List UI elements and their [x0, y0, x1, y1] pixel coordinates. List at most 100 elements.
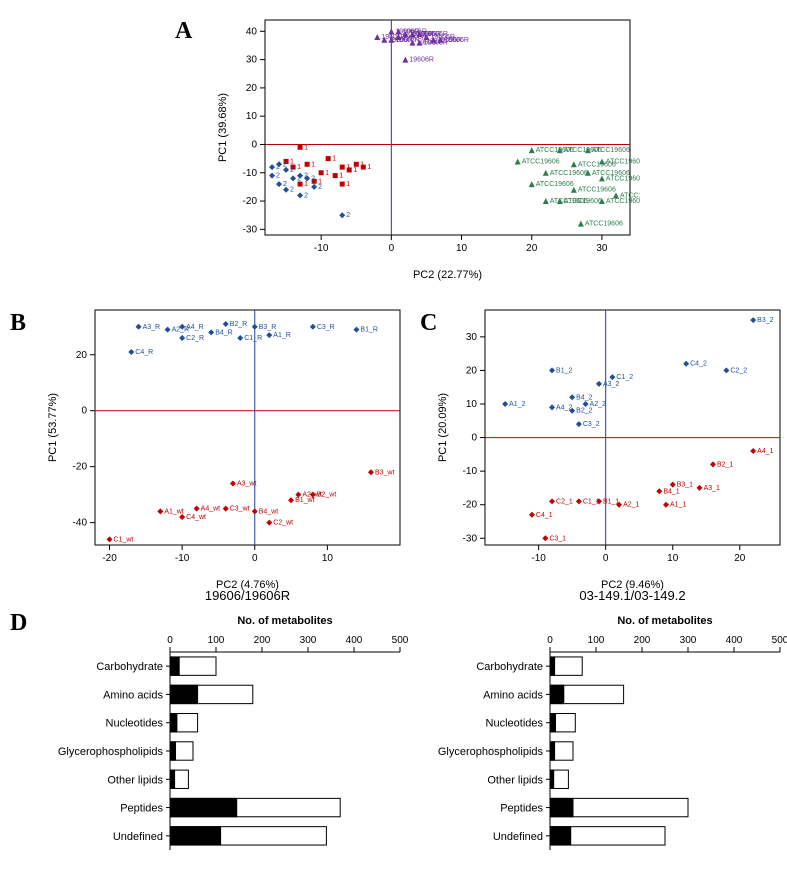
- svg-text:0: 0: [603, 553, 609, 564]
- svg-text:A3_1: A3_1: [704, 485, 720, 492]
- svg-text:10: 10: [246, 111, 258, 122]
- svg-text:A4_wt: A4_wt: [201, 506, 221, 513]
- svg-text:Nucleotides: Nucleotides: [106, 718, 164, 730]
- svg-text:PC1 (53.77%): PC1 (53.77%): [47, 393, 59, 462]
- svg-text:C2_R: C2_R: [186, 335, 204, 342]
- svg-text:-10: -10: [531, 553, 546, 564]
- svg-text:19606R: 19606R: [409, 57, 434, 64]
- svg-text:B1_1: B1_1: [603, 498, 619, 505]
- svg-text:500: 500: [772, 635, 787, 646]
- panel-c-label: C: [420, 310, 437, 337]
- svg-text:-20: -20: [102, 553, 117, 564]
- svg-text:Amino acids: Amino acids: [103, 689, 163, 701]
- svg-text:C2_1: C2_1: [556, 498, 573, 505]
- svg-text:0: 0: [389, 243, 395, 254]
- svg-text:B3_R: B3_R: [259, 324, 277, 331]
- svg-text:1: 1: [304, 181, 308, 188]
- svg-text:B1_2: B1_2: [556, 367, 572, 374]
- svg-text:30: 30: [596, 243, 608, 254]
- svg-text:B4_1: B4_1: [663, 488, 679, 495]
- svg-text:A4_1: A4_1: [757, 448, 773, 455]
- svg-text:ATCC19606: ATCC19606: [585, 221, 623, 228]
- svg-text:C2_wt: C2_wt: [273, 520, 293, 527]
- svg-text:B4_R: B4_R: [215, 329, 233, 336]
- svg-text:1: 1: [332, 156, 336, 163]
- svg-text:C1_R: C1_R: [244, 335, 262, 342]
- svg-text:C4_1: C4_1: [536, 512, 553, 519]
- svg-text:30: 30: [246, 55, 258, 66]
- svg-text:19606R: 19606R: [416, 40, 441, 47]
- panel-d-left-chart: 0100200300400500No. of metabolitesCarboh…: [30, 610, 410, 860]
- svg-text:-10: -10: [243, 168, 258, 179]
- svg-text:20: 20: [466, 365, 478, 376]
- svg-text:Other lipids: Other lipids: [107, 774, 163, 786]
- panel-d-right-chart: 0100200300400500No. of metabolitesCarboh…: [410, 610, 787, 860]
- svg-text:0: 0: [471, 433, 477, 444]
- svg-text:B2_2: B2_2: [576, 408, 592, 415]
- svg-text:ATCC19606: ATCC19606: [550, 170, 588, 177]
- svg-text:B2_1: B2_1: [717, 461, 733, 468]
- svg-text:A3_R: A3_R: [143, 324, 161, 331]
- svg-text:2: 2: [290, 187, 294, 194]
- svg-text:A1_2: A1_2: [509, 401, 525, 408]
- panel-b-label: B: [10, 310, 26, 337]
- svg-text:2: 2: [346, 212, 350, 219]
- svg-text:300: 300: [680, 635, 697, 646]
- svg-text:A4_R: A4_R: [186, 324, 204, 331]
- svg-text:Carbohydrate: Carbohydrate: [476, 661, 543, 673]
- svg-text:1: 1: [297, 164, 301, 171]
- svg-text:-30: -30: [463, 533, 478, 544]
- svg-text:400: 400: [346, 635, 363, 646]
- svg-text:C3_wt: C3_wt: [230, 506, 250, 513]
- svg-text:100: 100: [588, 635, 605, 646]
- svg-text:ATCC19606: ATCC19606: [536, 181, 574, 188]
- svg-text:PC1 (39.68%): PC1 (39.68%): [217, 93, 229, 162]
- svg-text:10: 10: [322, 553, 334, 564]
- svg-text:Carbohydrate: Carbohydrate: [96, 661, 163, 673]
- svg-text:500: 500: [392, 635, 409, 646]
- svg-text:ATCC19606: ATCC19606: [592, 147, 630, 154]
- svg-text:C4_wt: C4_wt: [186, 514, 206, 521]
- svg-text:1: 1: [353, 167, 357, 174]
- svg-text:Undefined: Undefined: [493, 831, 543, 843]
- svg-text:C3_R: C3_R: [317, 324, 335, 331]
- svg-text:ATCC19606: ATCC19606: [522, 158, 560, 165]
- svg-text:2: 2: [304, 173, 308, 180]
- svg-text:20: 20: [76, 350, 88, 361]
- svg-text:-20: -20: [73, 462, 88, 473]
- svg-text:B4_wt: B4_wt: [259, 508, 279, 515]
- panel-a-chart: -100102030-30-20-10010203040PC2 (22.77%)…: [210, 10, 640, 290]
- svg-text:C3_2: C3_2: [583, 421, 600, 428]
- panel-d-row: D 0100200300400500No. of metabolitesCarb…: [10, 610, 787, 870]
- svg-text:No. of metabolites: No. of metabolites: [617, 615, 712, 627]
- svg-text:ATCC19606: ATCC19606: [578, 161, 616, 168]
- svg-text:-10: -10: [463, 466, 478, 477]
- svg-text:-40: -40: [73, 518, 88, 529]
- svg-text:A1_wt: A1_wt: [164, 508, 184, 515]
- svg-text:10: 10: [667, 553, 679, 564]
- svg-text:19606/19606R: 19606/19606R: [205, 588, 290, 600]
- svg-text:2: 2: [283, 181, 287, 188]
- svg-text:C4_R: C4_R: [135, 349, 153, 356]
- svg-text:40: 40: [246, 26, 258, 37]
- svg-text:300: 300: [300, 635, 317, 646]
- svg-text:C3_1: C3_1: [549, 535, 566, 542]
- svg-text:10: 10: [466, 399, 478, 410]
- svg-text:1: 1: [367, 164, 371, 171]
- svg-text:Glycerophospholipids: Glycerophospholipids: [58, 746, 164, 758]
- svg-text:C2_2: C2_2: [730, 367, 747, 374]
- svg-text:ATCC19606: ATCC19606: [606, 175, 640, 182]
- svg-text:C1_wt: C1_wt: [114, 536, 134, 543]
- svg-text:1: 1: [311, 161, 315, 168]
- svg-text:A3_2: A3_2: [603, 381, 619, 388]
- svg-text:-20: -20: [463, 500, 478, 511]
- svg-text:ATCC19606: ATCC19606: [578, 187, 616, 194]
- svg-text:2: 2: [318, 184, 322, 191]
- svg-text:10: 10: [456, 243, 468, 254]
- svg-text:400: 400: [726, 635, 743, 646]
- svg-text:-10: -10: [314, 243, 329, 254]
- panel-a-label: A: [175, 18, 192, 45]
- svg-text:Other lipids: Other lipids: [487, 774, 543, 786]
- svg-text:Peptides: Peptides: [500, 803, 543, 815]
- svg-text:2: 2: [290, 167, 294, 174]
